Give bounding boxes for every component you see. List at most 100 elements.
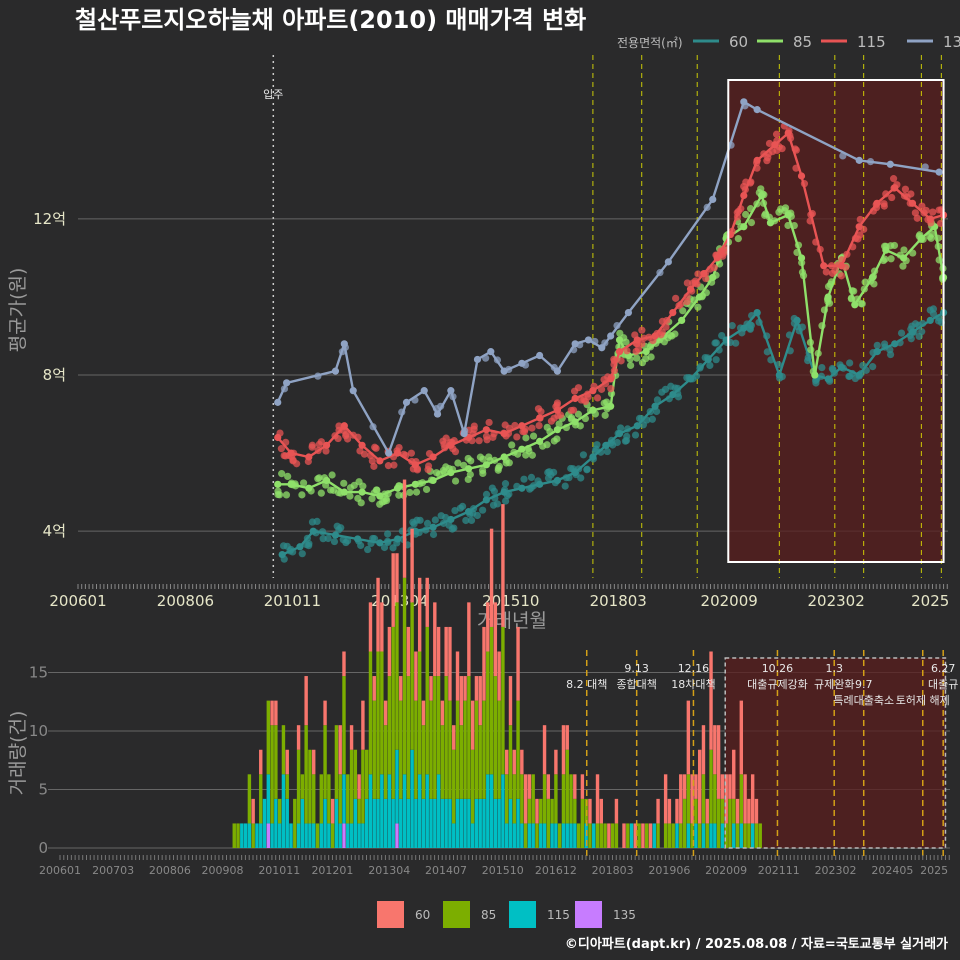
- bar-115: [652, 823, 656, 848]
- bar-85: [315, 823, 320, 848]
- bar-60: [754, 798, 759, 824]
- bar-85: [312, 774, 316, 824]
- x-tick-label: 202302: [808, 592, 865, 610]
- bar-115: [353, 798, 358, 848]
- point-85: [528, 451, 536, 459]
- bar-60: [493, 602, 498, 677]
- bar-135: [395, 823, 399, 848]
- bar-85: [557, 823, 562, 848]
- bar-115: [444, 798, 448, 848]
- bar-85: [520, 774, 524, 824]
- bar-60: [486, 602, 490, 652]
- bar-85: [720, 798, 725, 824]
- bar-60: [429, 676, 433, 701]
- bar-115: [289, 823, 293, 848]
- bar-115: [376, 798, 380, 848]
- bar-60: [709, 651, 713, 750]
- bar-115: [493, 798, 498, 848]
- point-85: [622, 338, 630, 346]
- bar-85: [743, 823, 747, 848]
- bar-85: [535, 823, 539, 848]
- bar-60: [349, 725, 354, 750]
- point-85: [439, 466, 447, 475]
- bar-115: [368, 774, 373, 848]
- point-85: [900, 246, 908, 254]
- volume-legend-key-85: [443, 901, 470, 928]
- bar-115: [364, 798, 369, 848]
- bar-85: [527, 798, 532, 824]
- bar-115: [372, 798, 376, 848]
- point-85: [574, 410, 583, 418]
- point-85: [633, 354, 641, 362]
- bar-60: [455, 651, 460, 701]
- bar-85: [274, 725, 278, 799]
- bar-85: [754, 823, 759, 848]
- point-85: [734, 234, 742, 243]
- point-115: [856, 231, 864, 239]
- price-chart-legend: 전용면적(㎡) 60 85 115 135: [617, 33, 960, 51]
- point-60: [845, 372, 853, 381]
- point-60: [869, 363, 877, 371]
- bar-85: [387, 676, 392, 775]
- bar-60: [542, 725, 547, 775]
- bar-85: [682, 798, 687, 848]
- point-85: [494, 466, 502, 474]
- point-85: [298, 491, 306, 499]
- bar-115: [247, 823, 252, 848]
- bar-85: [705, 823, 709, 848]
- point-85: [354, 494, 362, 502]
- x-tick-label: 202009: [701, 592, 758, 610]
- bar-85: [694, 798, 698, 824]
- bar-85: [417, 651, 422, 775]
- point-60: [818, 363, 826, 372]
- point-115: [342, 430, 350, 438]
- bar-85: [508, 725, 513, 799]
- bar-60: [743, 774, 747, 824]
- point-115: [911, 209, 919, 217]
- bar-85: [501, 626, 505, 775]
- point-60: [617, 424, 625, 432]
- price-chart-x-axis: 200601 200806 201011 201304 201510 201803 2020…: [49, 584, 949, 610]
- policy-annotation: 규제완화: [814, 678, 854, 691]
- x-tick-label: 200806: [157, 592, 214, 610]
- bar-115: [478, 798, 482, 848]
- bar-60: [694, 774, 698, 799]
- bar-60: [520, 749, 524, 775]
- volume-highlight-box: [724, 657, 947, 849]
- volume-chart-x-axis: 200601 200703 200806 200908 201011 201201 2013…: [39, 855, 950, 877]
- bar-60: [304, 676, 308, 726]
- bar-60: [614, 798, 619, 824]
- bar-60: [251, 798, 255, 824]
- point-115: [360, 450, 369, 458]
- point-85: [422, 485, 431, 494]
- legend-label: 115: [857, 33, 886, 51]
- volume-x-tick: 201304: [368, 864, 410, 877]
- y-tick-label: 4억: [43, 522, 66, 540]
- price-chart-policy-lines: 입주: [263, 55, 942, 578]
- bar-85: [512, 774, 516, 824]
- bar-115: [304, 823, 308, 848]
- point-115: [293, 460, 301, 468]
- bar-85: [701, 774, 706, 824]
- point-115: [513, 433, 521, 441]
- bar-85: [421, 725, 426, 799]
- point-60: [489, 501, 498, 509]
- bar-60: [686, 700, 691, 775]
- bar-60: [716, 725, 721, 799]
- volume-x-tick: 200908: [202, 864, 244, 877]
- bar-85: [463, 700, 467, 799]
- point-85: [858, 300, 866, 308]
- bar-60: [705, 798, 709, 824]
- point-85: [282, 491, 291, 499]
- bar-85: [364, 749, 369, 799]
- bar-60: [656, 798, 660, 824]
- bar-115: [383, 798, 388, 848]
- point-85: [466, 470, 474, 479]
- highlight-box: [727, 79, 945, 563]
- bar-115: [539, 823, 543, 848]
- bar-60: [580, 774, 585, 799]
- point-115: [593, 394, 602, 402]
- bar-85: [709, 749, 713, 824]
- bar-85: [599, 823, 604, 848]
- bar-115: [414, 798, 418, 848]
